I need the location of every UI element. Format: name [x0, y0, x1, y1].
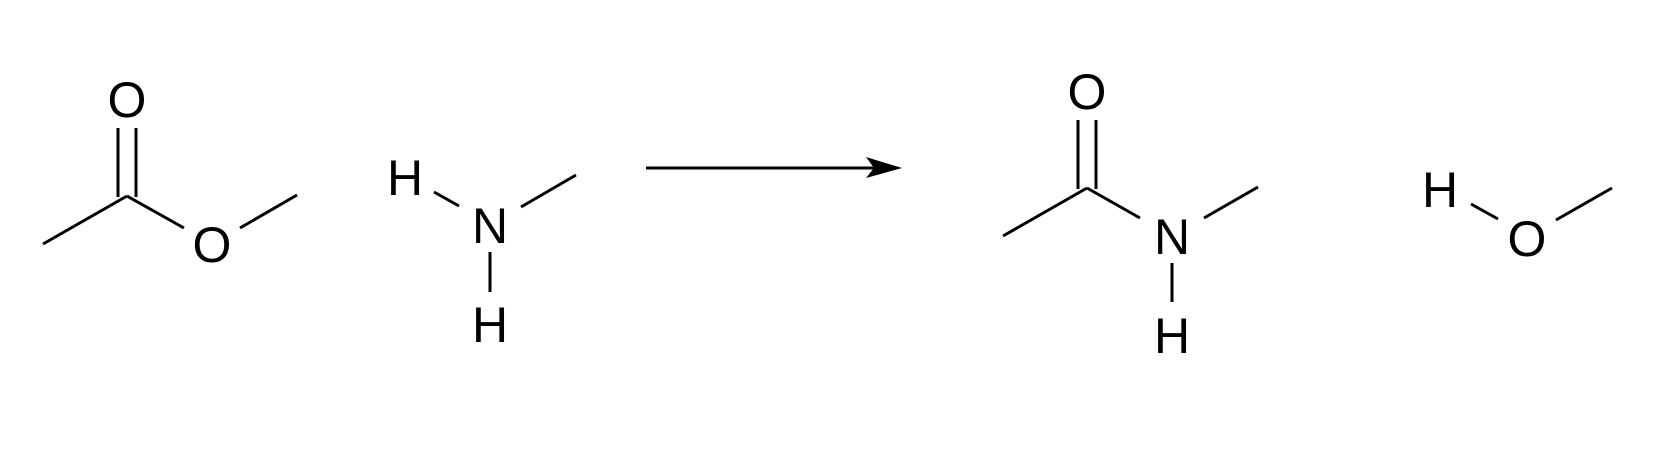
atom-oxygen: O	[1508, 211, 1547, 267]
bond-h-n-top	[433, 190, 460, 208]
bond-n-methyl	[520, 173, 577, 209]
bond-carbonyl-carbon-ester-oxygen	[126, 194, 185, 230]
reactant-1-molecule: O O	[42, 72, 298, 273]
bond-methyl-carbonyl-carbon	[42, 194, 128, 246]
atom-hydrogen-top: H	[387, 150, 423, 206]
reaction-arrow	[646, 157, 902, 178]
bond-h-o	[1470, 202, 1499, 221]
arrow-head	[866, 157, 902, 178]
atom-carbonyl-oxygen: O	[108, 72, 147, 128]
bond-n-methyl	[1203, 185, 1259, 220]
atom-hydrogen-bottom: H	[472, 297, 508, 353]
bond-o-methyl	[1555, 186, 1613, 222]
atom-carbonyl-oxygen: O	[1068, 64, 1107, 120]
reactant-2-molecule: H N H	[387, 150, 577, 353]
product-2-molecule: H O	[1422, 162, 1613, 267]
bond-ester-oxygen-methyl	[239, 193, 298, 230]
bond-methyl-carbonyl-carbon	[1002, 186, 1088, 238]
atom-ester-oxygen: O	[193, 217, 232, 273]
atom-nitrogen: N	[472, 198, 508, 254]
atom-hydrogen: H	[1154, 308, 1190, 364]
atom-hydrogen: H	[1422, 162, 1458, 218]
atom-nitrogen: N	[1154, 209, 1190, 265]
product-1-molecule: O N H	[1002, 64, 1259, 364]
bond-carbonyl-carbon-nitrogen	[1086, 186, 1141, 220]
